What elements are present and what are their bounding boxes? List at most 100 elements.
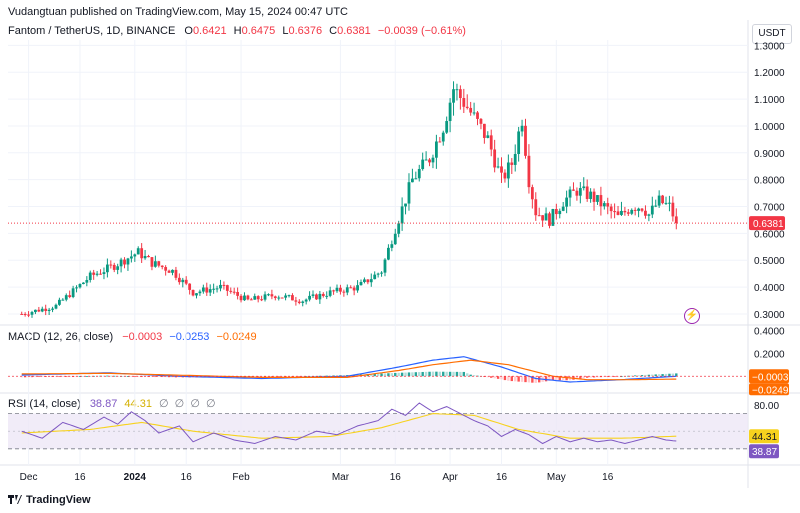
- candle-body: [630, 209, 634, 214]
- macd-signal-label: −0.0249: [752, 385, 789, 396]
- candle-body: [620, 210, 623, 215]
- macd-tick-label: 0.2000: [754, 349, 785, 360]
- candle-body: [68, 295, 72, 298]
- tradingview-logo[interactable]: TradingView: [8, 494, 91, 506]
- macd-histogram-bar: [664, 373, 668, 377]
- candle-body: [551, 208, 555, 226]
- candle-body: [102, 272, 106, 275]
- candle-body: [160, 265, 164, 268]
- macd-histogram-bar: [428, 371, 431, 377]
- rsi-tick-label: 80.00: [754, 401, 779, 412]
- macd-histogram-bar: [414, 372, 418, 377]
- candle-body: [397, 223, 401, 234]
- candle-body: [153, 261, 157, 267]
- macd-histogram-bar: [150, 376, 154, 378]
- last-price-label: 0.6381: [753, 219, 784, 230]
- candle-body: [212, 288, 216, 290]
- lightning-icon[interactable]: ⚡: [684, 308, 700, 324]
- macd-histogram-bar: [418, 372, 421, 377]
- macd-histogram-bar: [490, 376, 493, 378]
- candle-body: [548, 213, 551, 226]
- price-tick-label: 0.4000: [754, 283, 785, 294]
- candle-body: [541, 215, 545, 221]
- candle-body: [339, 287, 342, 292]
- candle-body: [520, 125, 524, 132]
- candle-body: [34, 309, 37, 313]
- candle-body: [650, 205, 654, 215]
- macd-histogram-bar: [263, 376, 267, 378]
- candle-body: [565, 197, 569, 207]
- candle-body: [633, 209, 637, 211]
- macd-histogram-bar: [651, 374, 654, 377]
- macd-histogram-bar: [435, 371, 438, 377]
- candle-body: [147, 256, 150, 258]
- candle-body: [640, 208, 644, 211]
- candle-body: [273, 296, 277, 299]
- candle-body: [188, 283, 192, 290]
- currency-button[interactable]: USDT: [752, 24, 792, 44]
- macd-histogram-bar: [318, 375, 322, 377]
- macd-histogram-bar: [668, 373, 671, 377]
- candle-body: [232, 291, 236, 293]
- candle-body: [71, 288, 75, 298]
- logo-text: TradingView: [26, 494, 91, 506]
- macd-signal-line: [21, 359, 677, 381]
- candle-body: [85, 280, 89, 283]
- candle-body: [482, 123, 486, 138]
- macd-histogram-bar: [592, 376, 596, 378]
- candle-body: [109, 264, 113, 266]
- candle-body: [301, 301, 305, 303]
- candle-body: [23, 313, 27, 315]
- macd-histogram-bar: [260, 376, 263, 378]
- macd-histogram-bar: [644, 374, 647, 377]
- candle-body: [356, 285, 359, 291]
- candle-body: [112, 264, 116, 270]
- candle-body: [589, 191, 593, 199]
- time-tick-label: Feb: [232, 472, 250, 483]
- price-tick-label: 0.6000: [754, 229, 785, 240]
- macd-histogram-bar: [387, 373, 390, 377]
- candle-body: [661, 195, 664, 204]
- candle-body: [219, 284, 222, 289]
- candle-body: [455, 89, 459, 91]
- symbol-name[interactable]: Fantom / TetherUS, 1D, BINANCE: [8, 25, 176, 37]
- macd-histogram-bar: [596, 376, 599, 378]
- macd-histogram-bar: [164, 376, 167, 378]
- candle-body: [345, 287, 349, 293]
- candle-body: [380, 272, 383, 274]
- candle-body: [287, 295, 291, 297]
- candle-body: [404, 203, 407, 207]
- time-tick-label: 16: [74, 472, 86, 483]
- candle-body: [318, 293, 322, 300]
- candle-body: [171, 269, 174, 273]
- macd-line-value: −0.0253: [169, 331, 210, 343]
- macd-histogram-bar: [58, 376, 61, 378]
- macd-histogram-bar: [555, 376, 558, 381]
- macd-histogram-bar: [267, 376, 270, 378]
- macd-histogram-bar: [438, 371, 442, 377]
- candle-body: [191, 289, 195, 296]
- macd-histogram-bar: [85, 376, 89, 377]
- macd-histogram-bar: [376, 373, 380, 377]
- candle-body: [626, 212, 630, 214]
- candle-body: [81, 282, 85, 285]
- macd-histogram-bar: [339, 375, 342, 377]
- macd-histogram-bar: [654, 374, 657, 377]
- candle-body: [561, 206, 565, 211]
- close-value: 0.6381: [337, 25, 371, 37]
- candle-body: [116, 266, 120, 270]
- candle-body: [297, 301, 301, 303]
- candle-body: [294, 300, 298, 302]
- macd-histogram-bar: [496, 376, 500, 379]
- macd-title[interactable]: MACD (12, 26, close): [8, 331, 114, 343]
- macd-histogram-bar: [82, 376, 85, 377]
- candle-body: [644, 210, 647, 216]
- tradingview-logo-icon: [8, 495, 22, 504]
- candle-body: [311, 294, 315, 296]
- macd-histogram-bar: [452, 371, 455, 377]
- candle-body: [136, 248, 140, 255]
- candle-body: [304, 299, 308, 302]
- rsi-title[interactable]: RSI (14, close): [8, 398, 81, 410]
- macd-histogram-bar: [558, 376, 561, 381]
